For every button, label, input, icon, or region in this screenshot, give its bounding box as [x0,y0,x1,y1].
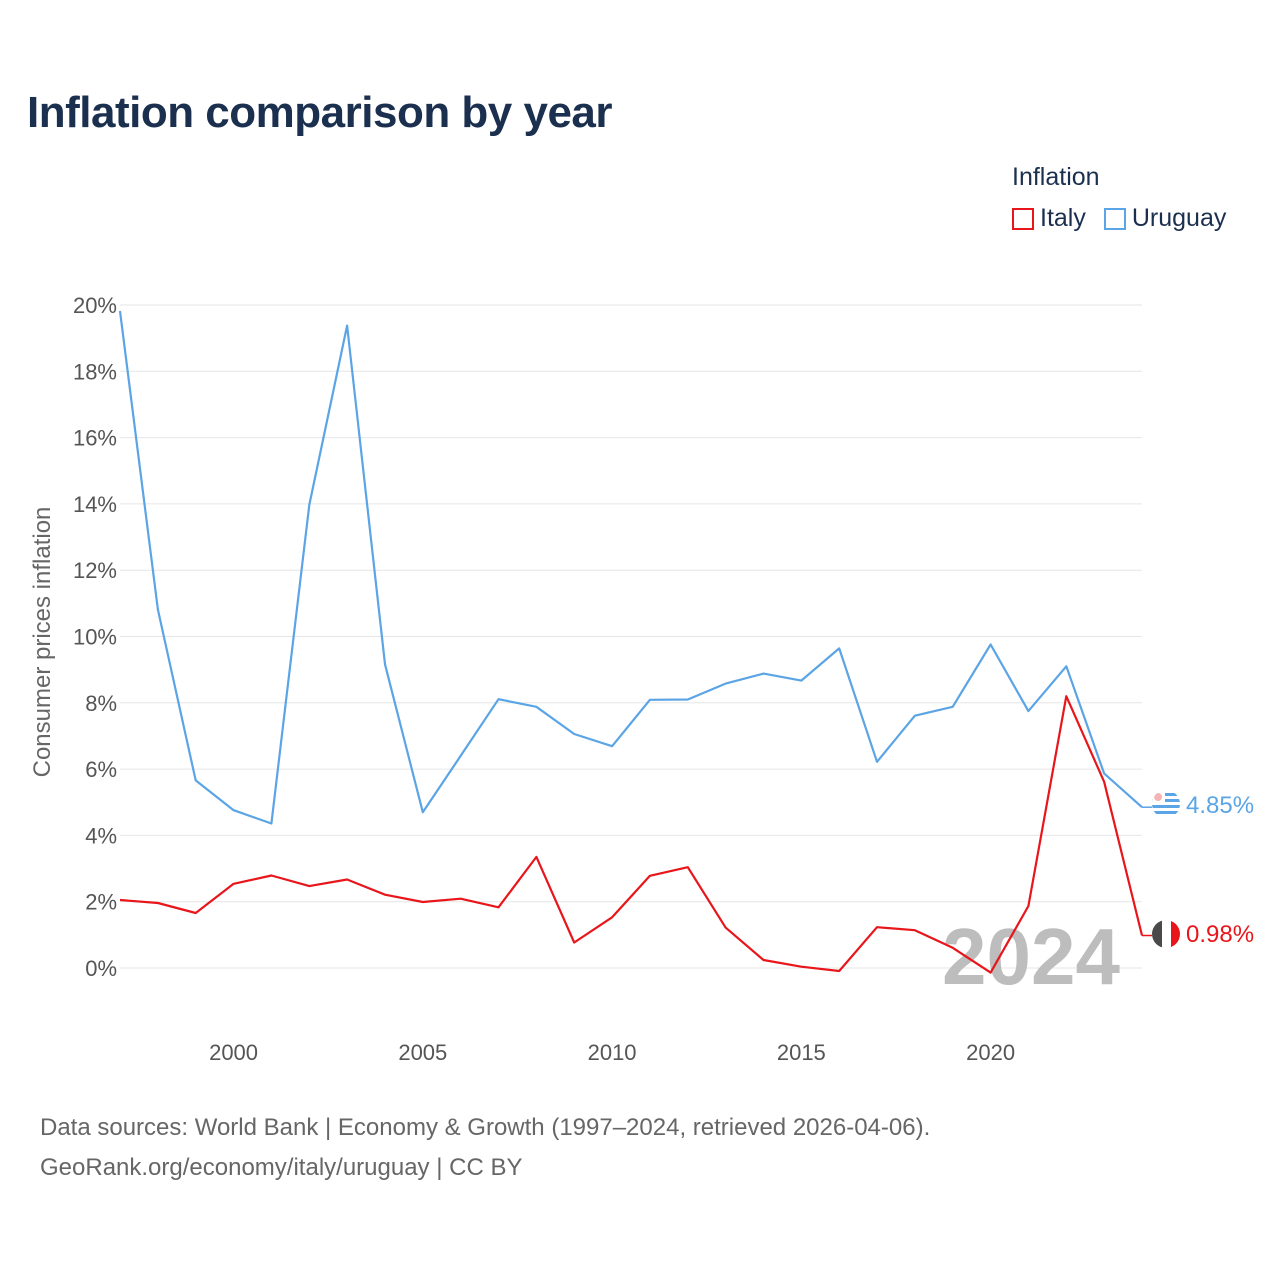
y-tick-label: 0% [85,956,117,981]
series-line-italy[interactable] [119,695,1144,974]
x-tick-label: 2020 [966,1040,1015,1065]
legend-label-italy: Italy [1040,204,1086,232]
italy-flag-icon [1152,920,1180,948]
legend-swatch-uruguay [1103,207,1126,230]
y-tick-label: 20% [73,293,117,318]
x-tick-label: 2000 [209,1040,258,1065]
y-tick-label: 8% [85,691,117,716]
x-axis-ticks: 2000 2005 2010 2015 2020 [209,1040,1015,1065]
y-tick-label: 2% [85,890,117,915]
y-tick-label: 12% [73,558,117,583]
legend-swatch-italy [1012,207,1034,230]
x-tick-label: 2005 [398,1040,447,1065]
y-tick-label: 18% [73,359,117,384]
italy-end-value-label: 0.98% [1186,921,1254,948]
grid-lines [120,304,1142,969]
uruguay-flag-icon [1152,790,1180,818]
y-tick-label: 6% [85,757,117,782]
series-line-uruguay[interactable] [118,310,1143,825]
x-tick-label: 2015 [777,1040,826,1065]
x-tick-label: 2010 [588,1040,637,1065]
legend-title: Inflation [1012,163,1100,191]
y-tick-label: 10% [73,625,117,650]
y-axis-ticks: 0% 2% 4% 6% 8% 10% 12% 14% 16% 18% 20% [73,293,117,981]
legend-label-uruguay: Uruguay [1131,204,1227,232]
y-tick-label: 4% [85,823,117,848]
footer-link[interactable]: GeoRank.org/economy/italy/uruguay | CC B… [40,1154,523,1181]
uruguay-end-value-label: 4.85% [1186,792,1254,819]
y-tick-label: 16% [73,426,117,451]
legend-item-italy[interactable]: Italy [1012,204,1086,233]
legend: Italy Uruguay [1012,204,1226,233]
y-tick-label: 14% [73,492,117,517]
current-year-watermark: 2024 [942,912,1120,1001]
footer: Data sources: World Bank | Economy & Gro… [40,1108,930,1188]
legend-item-uruguay[interactable]: Uruguay [1103,204,1227,233]
y-axis-label: Consumer prices inflation [29,507,56,778]
page-title: Inflation comparison by year [27,88,613,137]
footer-sources: Data sources: World Bank | Economy & Gro… [40,1114,931,1141]
series-lines [118,310,1152,974]
